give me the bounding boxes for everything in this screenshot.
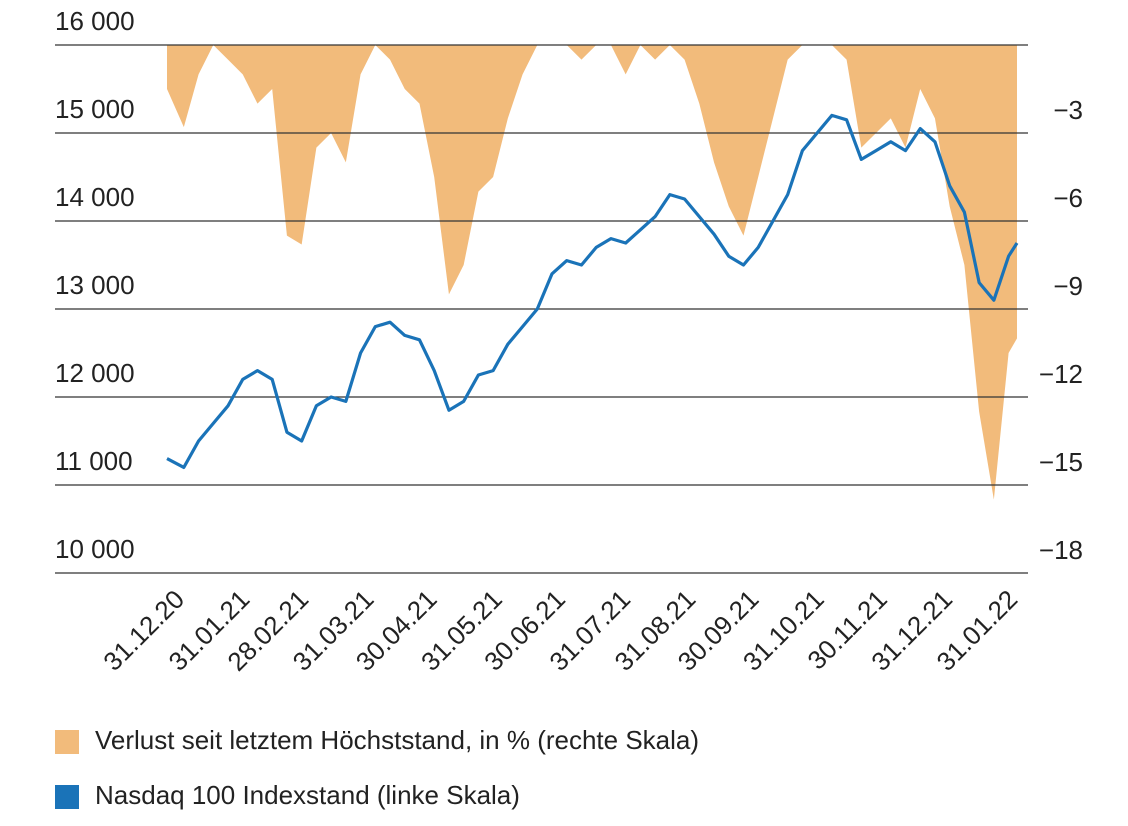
y2-tick-label: −18 [1039, 535, 1083, 565]
y-tick-label: 16 000 [55, 6, 135, 36]
y2-tick-label: −6 [1053, 183, 1083, 213]
line [166, 113, 1019, 469]
legend-label: Nasdaq 100 Indexstand (linke Skala) [95, 780, 520, 810]
y-tick-label: 13 000 [55, 270, 135, 300]
y-tick-label: 12 000 [55, 358, 135, 388]
y2-tick-label: −9 [1053, 271, 1083, 301]
y2-tick-label: −15 [1039, 447, 1083, 477]
y2-tick-label: −12 [1039, 359, 1083, 389]
y-tick-label: 10 000 [55, 534, 135, 564]
legend-label: Verlust seit letztem Höchststand, in % (… [95, 725, 699, 755]
legend-swatch [55, 730, 79, 754]
y-tick-label: 14 000 [55, 182, 135, 212]
y-tick-label: 15 000 [55, 94, 135, 124]
area [167, 45, 1017, 500]
legend-swatch [55, 785, 79, 809]
y-tick-label: 11 000 [55, 446, 133, 476]
y2-tick-label: −3 [1053, 95, 1083, 125]
